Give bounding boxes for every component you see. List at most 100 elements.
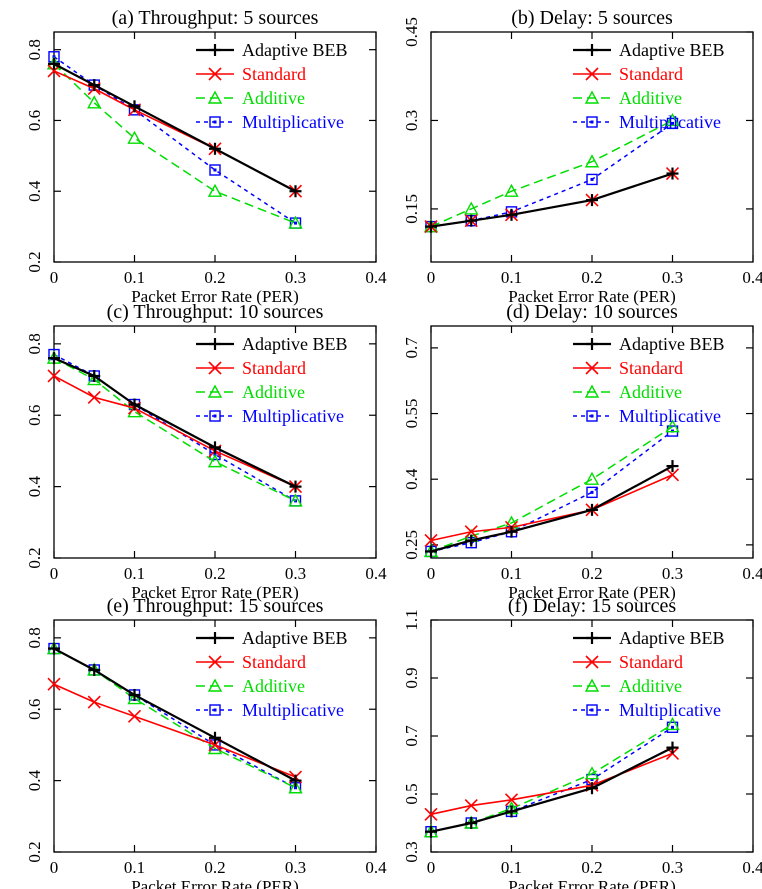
x-tick-label: 0.4 [365, 268, 387, 287]
legend-marker-adaptive-beb [209, 632, 221, 644]
legend-label: Adaptive BEB [619, 334, 725, 354]
data-point-adaptive-beb [425, 545, 437, 558]
legend-item-additive: Additive [196, 88, 305, 108]
legend-label: Multiplicative [242, 112, 344, 132]
x-axis-label: Packet Error Rate (PER) [508, 877, 676, 889]
series-additive [423, 112, 680, 233]
chart-title: (d) Delay: 10 sources [506, 301, 678, 323]
legend-label: Additive [242, 88, 305, 108]
legend-marker-adaptive-beb [209, 338, 221, 350]
legend-item-multiplicative: Multiplicative [573, 406, 721, 426]
data-point-adaptive-beb [128, 398, 141, 411]
series-line-multiplicative [430, 726, 673, 833]
series-adaptive-beb [425, 167, 679, 233]
legend-label: Standard [619, 358, 683, 378]
data-point-adaptive-beb [505, 525, 518, 538]
data-point-adaptive-beb [289, 480, 302, 493]
legend-label: Multiplicative [619, 700, 721, 720]
x-tick-label: 0.3 [285, 858, 306, 877]
data-point-additive [127, 130, 142, 144]
x-tick-label: 0.2 [204, 858, 225, 877]
series-standard [424, 746, 680, 821]
series-line-additive [430, 426, 673, 553]
x-tick-label: 0.4 [365, 564, 387, 583]
legend-marker-adaptive-beb [209, 44, 221, 56]
legend-label: Multiplicative [242, 700, 344, 720]
data-point-additive [665, 716, 680, 731]
series-line-standard [430, 752, 673, 816]
x-tick-label: 0.3 [662, 564, 683, 583]
x-axis-label: Packet Error Rate (PER) [131, 287, 299, 306]
y-tick-label: 0.3 [402, 110, 421, 131]
legend-item-standard: Standard [573, 64, 683, 84]
plot-frame [430, 619, 754, 853]
series-multiplicative [425, 117, 679, 233]
legend-item-adaptive-beb: Adaptive BEB [196, 40, 348, 60]
x-axis-label: Packet Error Rate (PER) [131, 877, 299, 889]
y-tick-label: 0.6 [25, 405, 44, 426]
legend-marker-additive [584, 90, 600, 104]
panel-4: (d) Delay: 10 sources 0 0.1 0.2 0.3 0.4 Packet… [402, 301, 762, 602]
x-axis-label: Packet Error Rate (PER) [508, 287, 676, 306]
y-tick-label: 0.9 [402, 667, 421, 688]
legend-marker-standard [208, 361, 222, 375]
x-tick-label: 0.2 [204, 564, 225, 583]
legend-marker-adaptive-beb [586, 44, 598, 56]
x-tick-label: 0.4 [365, 858, 387, 877]
data-point-adaptive-beb [586, 782, 598, 795]
data-point-adaptive-beb [666, 460, 679, 473]
x-axis-label: Packet Error Rate (PER) [131, 583, 299, 602]
data-point-adaptive-beb [505, 208, 518, 221]
x-tick-label: 0.2 [581, 564, 602, 583]
x-tick-label: 0.4 [742, 268, 762, 287]
y-tick-label: 0.4 [402, 468, 421, 490]
y-tick-label: 0.6 [25, 699, 44, 720]
series-multiplicative [425, 721, 679, 838]
x-tick-label: 0.3 [662, 858, 683, 877]
y-tick-label: 0.7 [402, 337, 421, 359]
x-tick-label: 0.2 [581, 858, 602, 877]
y-tick-label: 0.8 [25, 627, 44, 648]
chart-panels: (a) Throughput: 5 sources 0 0.1 0.2 0.3 0.4 Pa… [25, 7, 762, 889]
legend-label: Adaptive BEB [242, 40, 348, 60]
legend-label: Additive [619, 382, 682, 402]
series-line-adaptive-beb [430, 746, 673, 833]
legend-item-multiplicative: Multiplicative [573, 112, 721, 132]
legend-label: Additive [242, 676, 305, 696]
data-point-additive [87, 95, 102, 109]
data-point-adaptive-beb [128, 100, 141, 113]
legend-marker-standard [585, 67, 599, 81]
legend-marker-standard [208, 655, 222, 669]
data-point-adaptive-beb [289, 185, 302, 198]
panel-3: (c) Throughput: 10 sources 0 0.1 0.2 0.3 0.4 P… [25, 301, 387, 602]
data-point-adaptive-beb [586, 194, 598, 207]
legend-item-standard: Standard [573, 358, 683, 378]
x-axis-label: Packet Error Rate (PER) [508, 583, 676, 602]
data-point-adaptive-beb [209, 731, 221, 744]
legend-item-additive: Additive [573, 676, 682, 696]
panel-6: (f) Delay: 15 sources 0 0.1 0.2 0.3 0.4 Packet… [402, 595, 762, 889]
series-line-additive [53, 357, 296, 502]
x-tick-label: 0 [427, 268, 436, 287]
data-point-standard [464, 799, 478, 813]
data-point-adaptive-beb [48, 642, 60, 655]
chart-title: (e) Throughput: 15 sources [107, 595, 324, 617]
data-point-additive [127, 691, 142, 705]
legend-item-additive: Additive [196, 382, 305, 402]
legend-label: Standard [242, 64, 306, 84]
y-tick-label: 0.4 [25, 475, 44, 497]
data-point-additive [288, 780, 303, 794]
y-tick-label: 0.15 [402, 194, 421, 224]
panel-2: (b) Delay: 5 sources 0 0.1 0.2 0.3 0.4 Packet … [402, 7, 762, 306]
legend-label: Additive [242, 382, 305, 402]
legend-label: Multiplicative [619, 112, 721, 132]
legend-item-adaptive-beb: Adaptive BEB [573, 628, 725, 648]
data-point-adaptive-beb [209, 441, 221, 454]
legend-item-adaptive-beb: Adaptive BEB [573, 334, 725, 354]
data-point-additive [207, 454, 223, 468]
y-tick-label: 0.8 [25, 39, 44, 60]
legend-marker-multiplicative [209, 704, 221, 716]
data-point-adaptive-beb [425, 220, 437, 233]
legend-label: Standard [619, 652, 683, 672]
